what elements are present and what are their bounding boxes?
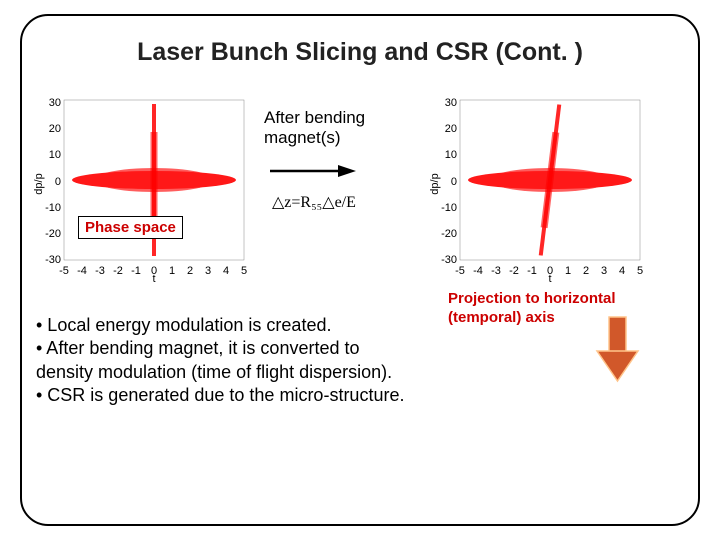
svg-text:3: 3 <box>205 265 211 277</box>
svg-text:-1: -1 <box>527 265 537 277</box>
svg-text:5: 5 <box>637 265 643 277</box>
bullet-text: • Local energy modulation is created. • … <box>36 314 406 408</box>
svg-text:30: 30 <box>445 97 457 109</box>
svg-text:4: 4 <box>223 265 229 277</box>
svg-text:-20: -20 <box>441 228 457 240</box>
svg-text:t: t <box>152 273 155 282</box>
svg-text:-3: -3 <box>95 265 105 277</box>
svg-text:-5: -5 <box>59 265 69 277</box>
svg-text:-10: -10 <box>45 202 61 214</box>
svg-text:-2: -2 <box>509 265 519 277</box>
svg-text:-4: -4 <box>473 265 483 277</box>
svg-text:4: 4 <box>619 265 625 277</box>
svg-text:0: 0 <box>451 176 457 188</box>
svg-text:-3: -3 <box>491 265 501 277</box>
slide-title: Laser Bunch Slicing and CSR (Cont. ) <box>0 38 720 67</box>
arrow-down-icon <box>595 315 640 385</box>
svg-text:1: 1 <box>565 265 571 277</box>
phase-space-chart-after: 30 20 10 0 -10 -20 -30 -5-4-3 -2-10 123 … <box>428 92 648 282</box>
svg-text:2: 2 <box>583 265 589 277</box>
svg-text:dp/p: dp/p <box>33 173 45 194</box>
svg-text:-1: -1 <box>131 265 141 277</box>
svg-text:3: 3 <box>601 265 607 277</box>
svg-text:1: 1 <box>169 265 175 277</box>
svg-text:10: 10 <box>49 149 61 161</box>
formula-text: △z=R₅₅△e/E <box>272 192 356 212</box>
svg-text:30: 30 <box>49 97 61 109</box>
svg-text:t: t <box>548 273 551 282</box>
svg-text:-4: -4 <box>77 265 87 277</box>
svg-text:10: 10 <box>445 149 457 161</box>
svg-text:2: 2 <box>187 265 193 277</box>
arrow-right-icon <box>268 162 358 180</box>
phase-space-label: Phase space <box>78 216 183 239</box>
svg-text:5: 5 <box>241 265 247 277</box>
phase-space-chart-before: 30 20 10 0 -10 -20 -30 -5-4-3 -2-10 123 … <box>32 92 252 282</box>
svg-text:-2: -2 <box>113 265 123 277</box>
svg-text:dp/p: dp/p <box>429 173 441 194</box>
svg-text:-5: -5 <box>455 265 465 277</box>
svg-text:20: 20 <box>445 123 457 135</box>
annotation-bending: After bending magnet(s) <box>264 108 424 149</box>
svg-text:20: 20 <box>49 123 61 135</box>
svg-text:0: 0 <box>55 176 61 188</box>
svg-text:-10: -10 <box>441 202 457 214</box>
svg-text:-20: -20 <box>45 228 61 240</box>
